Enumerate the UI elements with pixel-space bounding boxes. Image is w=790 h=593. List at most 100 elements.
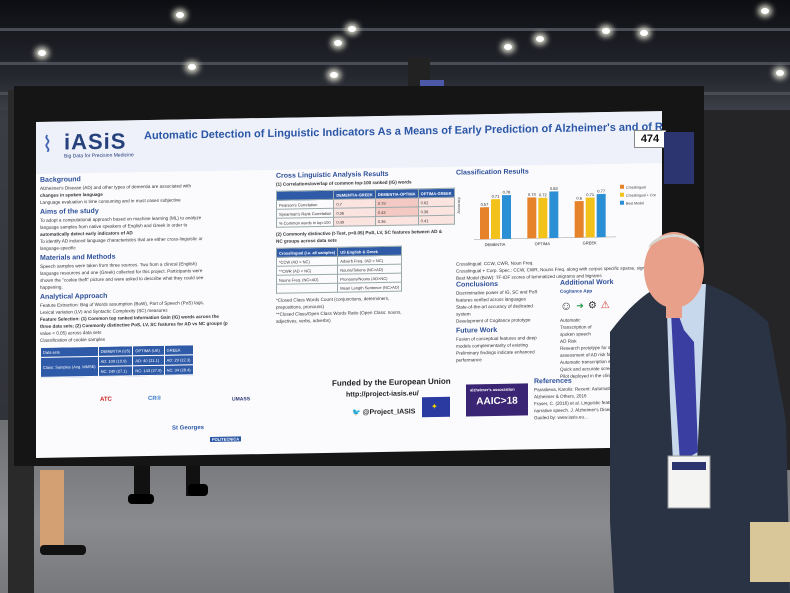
category-tick-label: DEMENTIA	[485, 242, 506, 247]
partner-logo: ATC	[100, 396, 112, 403]
datasets-col: OPTIMA (UK)	[132, 345, 165, 356]
bar	[527, 197, 537, 239]
poster-number: 474	[634, 130, 666, 148]
poster-right-column: Classification Results Accuracy 0.57 0.71 0…	[456, 163, 662, 378]
category-tick-label: OPTIMA	[535, 241, 551, 246]
bar	[480, 207, 489, 240]
conclusions-line: Development of Cogitance prototype	[456, 317, 531, 324]
ceiling-light	[348, 26, 356, 32]
legend-swatch	[620, 200, 624, 205]
ceiling-truss	[0, 62, 790, 65]
correlation-table: DEMENTIA-GREEK DEMENTIA-OPTIMA OPTIMA-GR…	[276, 188, 455, 228]
table1-cell: 0.36	[375, 215, 419, 226]
iasis-logo: ⌇ iASiS Big Data for Precision Medicine	[42, 128, 134, 164]
conference-text: AAIC>18	[476, 395, 518, 408]
ceiling-light	[176, 12, 184, 18]
datasets-table: Data sets DEMENTIA (US) OPTIMA (UK) GREE…	[40, 344, 194, 378]
aaic-badge	[664, 132, 694, 184]
partner-logo: UMASS	[232, 396, 251, 403]
project-url: http://project-iasis.eu/	[346, 390, 419, 399]
arrow-icon: ➜	[576, 299, 584, 311]
legend-label: Best Model	[626, 201, 644, 205]
bar-data-label: 0.78	[503, 190, 512, 195]
ceiling-light	[536, 36, 544, 42]
features-table: Crosslingual (i.e. all samples) US Engli…	[276, 246, 402, 294]
bar	[574, 201, 584, 238]
poster-left-column: Background Alzheimer's Disease (AD) and …	[40, 170, 272, 378]
table2-cell: Mean Length Sentence (NC>AD)	[337, 282, 402, 293]
head-icon: ☺	[560, 298, 573, 313]
logo-text: iASiS	[64, 128, 127, 155]
partner-logo: POLITECNICA	[210, 436, 242, 442]
datasets-col: DEMENTIA (US)	[98, 345, 133, 357]
bar	[491, 199, 500, 240]
datasets-cell: AD: 109 (19.9)	[98, 355, 133, 367]
datasets-col: GREEK	[164, 344, 194, 356]
ceiling-light	[188, 64, 196, 70]
visitor-legs	[40, 470, 64, 550]
table2-heading: (2) Commonly distinctive (t-Test, p<0.05…	[276, 228, 443, 244]
visitor-shoe	[40, 545, 86, 555]
partner-logo: St Georges	[172, 425, 205, 432]
research-poster: ⌇ iASiS Big Data for Precision Medicine …	[36, 111, 662, 459]
twitter-handle: 🐦 @Project_IASIS	[352, 407, 415, 416]
y-axis-label: Accuracy	[456, 197, 461, 214]
bar	[502, 195, 511, 239]
ceiling-light	[330, 72, 338, 78]
twitter-text: @Project_IASIS	[362, 408, 416, 417]
conclusions-block: Conclusions Discriminative power of IG, …	[456, 277, 556, 364]
ceiling-light	[776, 70, 784, 76]
visitor-legs	[134, 466, 150, 500]
visitor-shoe	[128, 494, 154, 504]
logo-tagline: Big Data for Precision Medicine	[64, 152, 134, 160]
aaic-logo: alzheimer's association AAIC>18	[466, 383, 528, 417]
bar-data-label: 0.73	[528, 192, 537, 197]
datasets-cell: AD: 29 (22.3)	[164, 354, 194, 366]
funding-text: Funded by the European Union	[332, 376, 451, 388]
bar-data-label: 0.72	[539, 192, 548, 197]
datasets-sub: Class: Samples (Avg. MMSE)	[40, 356, 99, 378]
ceiling-light	[38, 50, 46, 56]
dna-icon: ⌇	[42, 131, 53, 157]
bar	[596, 193, 606, 238]
legend-label: Crosslingual	[626, 185, 646, 189]
bar-data-label: 0.71	[586, 192, 595, 197]
datasets-cell: AD: 40 (21.1)	[132, 355, 165, 366]
presenter-figure	[610, 232, 790, 593]
table1-cell: 0.41	[418, 215, 455, 225]
ceiling-light	[334, 40, 342, 46]
bar-data-label: 0.83	[550, 186, 559, 191]
bar-data-label: 0.71	[492, 194, 501, 199]
bar	[585, 197, 595, 238]
bar-data-label: 0.77	[597, 188, 606, 193]
association-text: alzheimer's association	[470, 386, 515, 393]
datasets-cell: NC: 240 (27.1)	[98, 365, 133, 377]
ceiling-truss	[0, 28, 790, 31]
future-line: performance	[456, 357, 482, 363]
presenter-person	[600, 222, 790, 593]
datasets-cell: NC: 143 (27.9)	[132, 365, 165, 376]
ceiling-light	[761, 8, 769, 14]
legend-swatch	[620, 184, 624, 189]
eu-flag-icon: ✦	[422, 396, 450, 418]
bar	[549, 191, 559, 239]
partner-logo: CR®	[148, 395, 162, 403]
category-tick-label: GREEK	[583, 240, 597, 245]
bar-data-label: 0.57	[481, 202, 490, 207]
bar	[538, 197, 548, 239]
legend-label: Crosslingual + Corp. Spec.	[626, 193, 656, 198]
poster-title: Automatic Detection of Linguistic Indica…	[144, 117, 662, 143]
twitter-icon: 🐦	[352, 409, 361, 417]
poster-middle-column: Cross Linguistic Analysis Results (1) Co…	[276, 167, 455, 325]
ceiling-light	[640, 30, 648, 36]
visitor-shoe	[188, 484, 208, 496]
ceiling-light	[504, 44, 512, 50]
ceiling-light	[602, 28, 610, 34]
table1-cell: % Common words in top-100	[276, 217, 334, 228]
datasets-cell: NC: 34 (28.4)	[164, 364, 194, 376]
table2-cell	[276, 283, 338, 294]
table1-cell: 0.49	[333, 216, 376, 227]
bar-data-label: 0.6	[576, 196, 582, 201]
